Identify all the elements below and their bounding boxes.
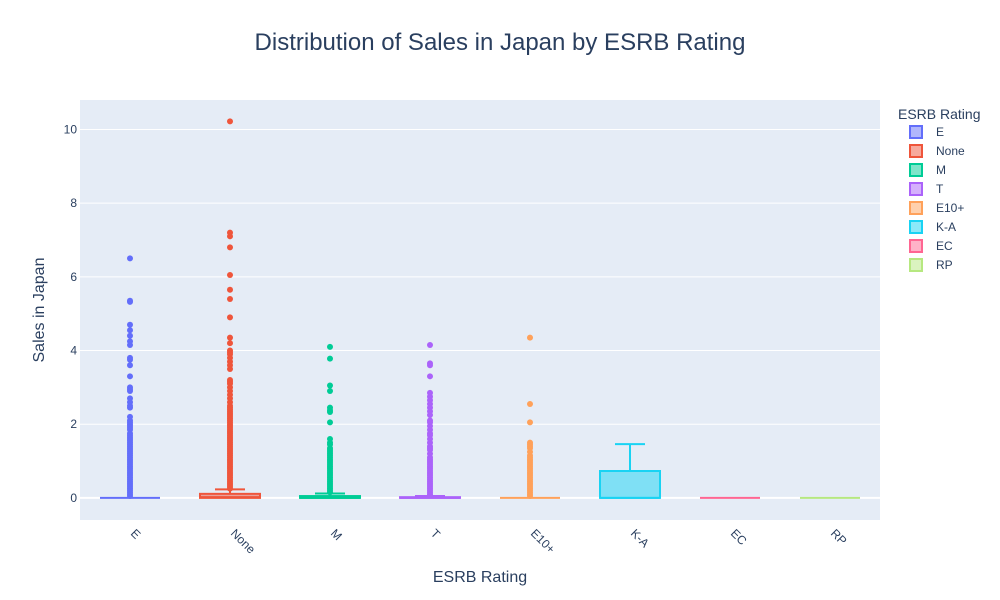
legend-label-t: T (936, 182, 944, 196)
legend-label-none: None (936, 144, 965, 158)
outlier-none-3 (227, 244, 233, 251)
x-tick-label-e10: E10+ (528, 526, 558, 556)
outlier-e10-1 (527, 400, 533, 407)
y-tick-label-4: 4 (70, 344, 77, 358)
legend-label-m: M (936, 163, 946, 177)
outlier-none-5 (227, 286, 233, 293)
x-tick-label-e: E (128, 526, 144, 542)
legend-swatch-rp (909, 258, 923, 272)
legend-item-rp[interactable]: RP (909, 258, 953, 272)
legend-swatch-t (909, 182, 923, 196)
outlier-none-9 (227, 340, 233, 347)
legend-swatch-ec (909, 239, 923, 253)
outlier-none-16 (227, 365, 233, 372)
x-tick-label-none: None (228, 526, 258, 556)
legend-label-ec: EC (936, 239, 953, 253)
box-trace-m (299, 343, 361, 499)
outlier-none-0 (227, 118, 233, 125)
y-axis-title: Sales in Japan (31, 258, 48, 363)
outlier-e-9 (127, 356, 133, 363)
outlier-e10-2 (527, 419, 533, 426)
legend-item-e10[interactable]: E10+ (909, 201, 964, 215)
outlier-t-44 (427, 492, 433, 499)
legend-label-e: E (936, 125, 944, 139)
y-tick-label-8: 8 (70, 196, 77, 210)
y-tick-label-0: 0 (70, 491, 77, 505)
x-axis-title: ESRB Rating (433, 569, 527, 586)
outlier-m-7 (327, 419, 333, 426)
outlier-m-1 (327, 355, 333, 362)
legend-item-t[interactable]: T (909, 182, 944, 196)
box-trace-e10 (500, 334, 560, 500)
outlier-e-60 (127, 493, 133, 500)
legend-swatch-e10 (909, 201, 923, 215)
legend-label-rp: RP (936, 258, 953, 272)
outlier-m-0 (327, 343, 333, 350)
legend-item-e[interactable]: E (909, 125, 944, 139)
outlier-none-7 (227, 314, 233, 321)
outlier-t-3 (427, 373, 433, 380)
box-trace-t (399, 342, 461, 499)
outlier-t-0 (427, 342, 433, 348)
outlier-e10-30 (527, 493, 533, 500)
outlier-m-6 (327, 409, 333, 416)
legend-label-e10: E10+ (936, 201, 964, 215)
x-tick-label-t: T (428, 526, 444, 542)
legend-item-m[interactable]: M (909, 163, 946, 177)
legend-item-none[interactable]: None (909, 144, 965, 158)
chart-title: Distribution of Sales in Japan by ESRB R… (255, 29, 746, 56)
x-tick-label-k-a: K-A (628, 526, 652, 550)
outlier-m-3 (327, 388, 333, 395)
outlier-e-5 (127, 332, 133, 339)
outlier-e-7 (127, 342, 133, 348)
x-tick-label-ec: EC (728, 526, 750, 548)
outlier-e-11 (127, 373, 133, 380)
outlier-e-3 (127, 321, 133, 328)
legend-swatch-none (909, 144, 923, 158)
box-trace-none (199, 118, 261, 499)
box-trace-k-a (599, 443, 661, 499)
box-traces (100, 118, 860, 500)
outlier-e-4 (127, 327, 133, 334)
y-axis: 0 2 4 6 8 10 (64, 122, 78, 504)
outlier-none-70 (227, 485, 233, 492)
plot-area (80, 100, 880, 520)
outlier-e-0 (127, 255, 133, 262)
legend-swatch-k-a (909, 220, 923, 234)
outlier-m-2 (327, 382, 333, 389)
y-tick-label-10: 10 (64, 122, 78, 136)
outlier-none-6 (227, 295, 233, 302)
outlier-none-8 (227, 334, 233, 341)
legend: ESRB Rating E None MT E10+ K-A EC RP (898, 106, 980, 272)
legend-swatch-e (909, 125, 923, 139)
outlier-e10-0 (527, 334, 533, 341)
legend-swatch-m (909, 163, 923, 177)
x-tick-label-rp: RP (828, 526, 850, 548)
legend-item-ec[interactable]: EC (909, 239, 953, 253)
box-trace-e (100, 255, 160, 500)
outlier-none-2 (227, 233, 233, 240)
outlier-e-2 (127, 298, 133, 305)
y-tick-label-2: 2 (70, 417, 77, 431)
y-tick-label-6: 6 (70, 270, 77, 284)
x-tick-label-m: M (328, 526, 345, 543)
outlier-e-18 (127, 404, 133, 411)
outlier-e-10 (127, 362, 133, 369)
x-axis: E None M T E10+ K-A EC RP (128, 526, 850, 556)
outlier-m-35 (327, 489, 333, 496)
box-k-a (599, 470, 661, 499)
outlier-t-2 (427, 362, 433, 369)
outlier-t-10 (427, 412, 433, 418)
legend-item-k-a[interactable]: K-A (909, 220, 956, 234)
outlier-none-4 (227, 272, 233, 278)
legend-title: ESRB Rating (898, 106, 980, 122)
legend-label-k-a: K-A (936, 220, 956, 234)
outlier-e-14 (127, 388, 133, 395)
